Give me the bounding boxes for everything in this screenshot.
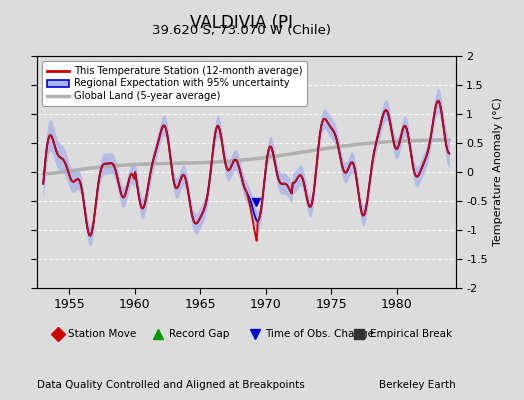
Text: Record Gap: Record Gap [169,329,229,339]
Text: 39.620 S, 73.070 W (Chile): 39.620 S, 73.070 W (Chile) [151,24,331,37]
Text: Time of Obs. Change: Time of Obs. Change [265,329,374,339]
Text: Berkeley Earth: Berkeley Earth [379,380,456,390]
Legend: This Temperature Station (12-month average), Regional Expectation with 95% uncer: This Temperature Station (12-month avera… [42,61,307,106]
Text: Data Quality Controlled and Aligned at Breakpoints: Data Quality Controlled and Aligned at B… [37,380,304,390]
Text: Empirical Break: Empirical Break [370,329,452,339]
Text: Station Move: Station Move [68,329,136,339]
Y-axis label: Temperature Anomaly (°C): Temperature Anomaly (°C) [494,98,504,246]
Text: VALDIVIA (PI: VALDIVIA (PI [190,14,292,32]
